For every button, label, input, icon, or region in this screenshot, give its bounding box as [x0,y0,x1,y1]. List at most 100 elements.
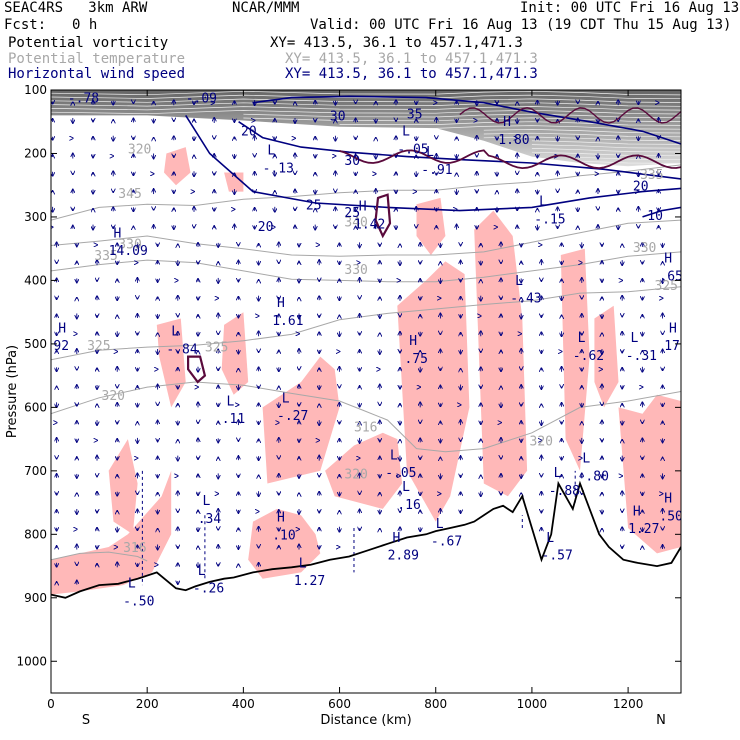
theta-contours [51,164,681,562]
y-tick-label: 800 [24,527,47,541]
y-tick-label: 200 [24,146,47,160]
wind-speed-label: 25 [344,206,360,221]
wind-speed-label: 20 [258,220,274,235]
pv-extremum-value: 1.61 [272,314,303,329]
pv-extremum-value: -.84 [166,342,197,357]
theta-label: 316 [123,541,146,556]
wind-speed-label: 35 [407,108,423,123]
x-tick-label: 400 [232,697,255,711]
wind-speed-label: 20 [241,125,257,140]
wind-speed-label: 10 [647,209,663,224]
x-axis-title: Distance (km) [320,713,411,728]
wind-contour-10 [642,206,681,218]
theta-contour-335 [51,219,681,257]
upper-band-streak [51,109,681,115]
theta-contour-316 [51,551,148,562]
pv-extremum-marker: L [539,195,547,210]
pv-shaded-region [397,261,470,522]
pv-extremum-value: 1.27 [628,522,659,537]
valid-time: Valid: 00 UTC Fri 16 Aug 13 (19 CDT Thu … [310,17,732,33]
pv-extremum-value: .16 [397,498,420,513]
pv-extremum-marker: L [128,577,136,592]
y-tick-label: 1000 [16,654,47,668]
theta-contour-325 [51,286,681,361]
wind-contour-30 [252,95,681,145]
pv-extremum-value: -.13 [263,162,294,177]
y-axis-title: Pressure (hPa) [5,345,20,438]
north-end-label: N [656,713,666,728]
field-name-potential-temperature: Potential temperature [8,51,186,67]
init-time: Init: 00 UTC Fri 16 Aug 13 [520,0,740,16]
pv-shaded-region [248,508,321,579]
pv-extremum-marker: H [58,322,66,337]
pv-extremum-value: -.27 [277,409,308,424]
pv-extremum-value: -.05 [385,466,416,481]
pv-shaded-region [224,172,244,192]
y-tick-label: 400 [24,273,47,287]
pv-extremum-marker: H [669,322,677,337]
wind-contour-25 [238,121,681,180]
theta-contour-330 [51,251,681,283]
pv-extremum-marker: H [277,296,285,311]
pv-extremum-marker: H [664,252,672,267]
wind-speed-label: 20 [633,179,649,194]
pv-extremum-value: 17 [664,339,680,354]
field-xy-potential-vorticity: XY= 413.5, 36.1 to 457.1,471.3 [270,35,523,51]
pv-extremum-marker: H [277,511,285,526]
theta-label: 320 [128,143,151,158]
pv-extremum-marker: H [393,531,401,546]
theta-label: 320 [344,468,367,483]
field-name-potential-vorticity: Potential vorticity [8,35,169,51]
pv-shaded-region [164,147,191,186]
pv-extremum-marker: L [554,466,562,481]
pv-extremum-value: -.31 [626,349,657,364]
pv-extremum-value: -.67 [431,535,462,550]
pv-extremum-marker: H [664,492,672,507]
pv-extremum-value: .11 [222,412,245,427]
pv-shaded-region [416,197,446,255]
pv-extremum-marker: H [633,504,641,519]
upper-band-streak [531,144,681,149]
upper-band-streak [483,132,681,138]
pv-extremum-marker: L [198,564,206,579]
pv-extremum-value: .65 [659,269,682,284]
pv-extremum-value: 92 [53,339,69,354]
forecast-label: Fcst: [4,17,47,33]
theta-label: 340 [344,216,367,231]
theta-label: 325 [655,279,678,294]
x-tick-label: 800 [424,697,447,711]
pv-extremum-value: .75 [405,352,428,367]
upper-band-streak [51,94,681,100]
south-end-label: S [82,713,90,728]
pv-extremum-marker: L [171,325,179,340]
y-tick-label: 700 [24,464,47,478]
y-tick-label: 300 [24,210,47,224]
pv-extremum-value: -.15 [534,212,565,227]
upper-band-streak [531,151,681,157]
wind-speed-contours [185,95,681,218]
pv-extremum-marker: H [409,334,417,349]
pv-extremum-marker: L [227,395,235,410]
theta-contour-320 [51,381,681,453]
model-title: SEAC4RS 3km ARW [4,0,148,16]
pv-extremum-value: .34 [198,512,222,527]
pv-extremum-value: -.80 [578,469,609,484]
pv-extremum-marker: L [426,145,434,160]
x-tick-label: 1200 [613,697,644,711]
pv-extremum-value: -.78 [68,92,99,107]
x-tick-label: 200 [136,697,159,711]
theta-label: 335 [640,168,663,183]
theta-label: 335 [94,249,117,264]
pv-extremum-marker: L [282,391,290,406]
pv-extremum-marker: L [582,452,590,467]
theta-label: 325 [205,341,228,356]
pv-extremum-value: -.91 [421,163,452,178]
pv-extremum-marker: L [73,74,81,89]
pv-extremum-value: -.88 [549,484,580,499]
pv-shaded-region [221,312,249,395]
upper-band-streak [435,125,681,130]
terrain-profile [51,480,681,599]
pv-extremum-marker: H [114,226,122,241]
pv-contour-upper [459,107,681,124]
